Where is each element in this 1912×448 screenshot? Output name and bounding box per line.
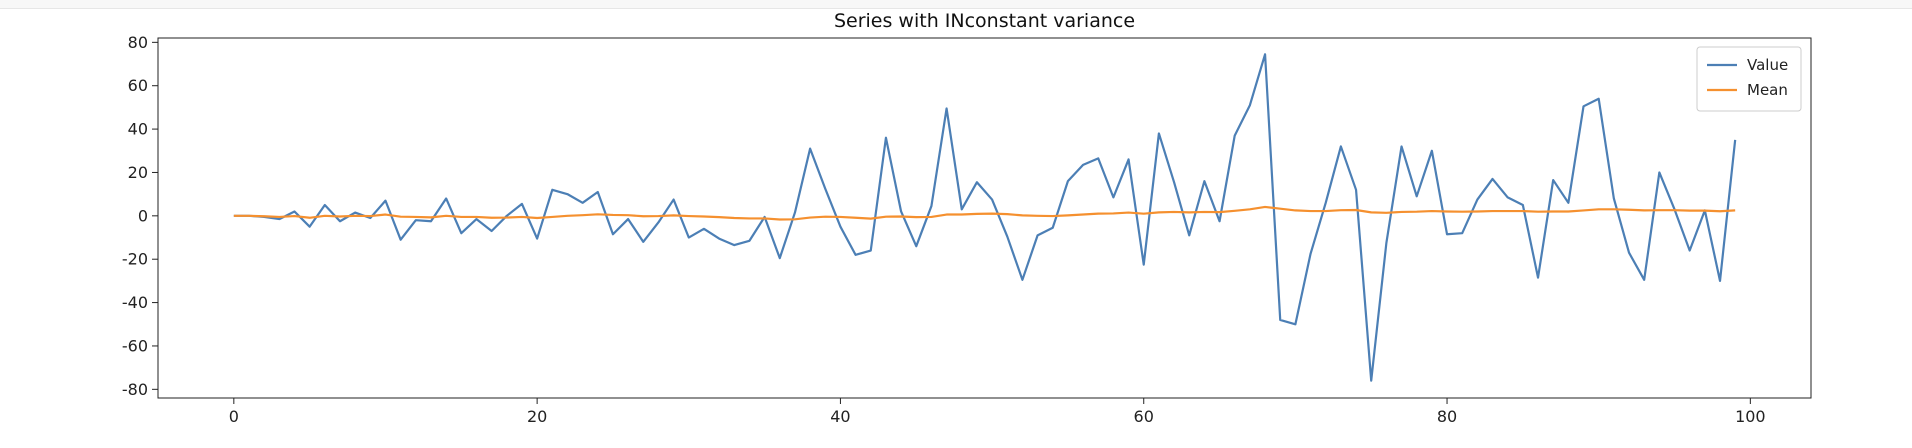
y-tick-label: 20	[128, 163, 148, 182]
y-tick-label: 60	[128, 76, 148, 95]
x-tick-label: 100	[1735, 407, 1766, 426]
plot-lines	[233, 53, 1737, 382]
plot-frame	[157, 37, 1812, 399]
y-axis: -80 -60 -40 -20 0 20 40 60 80	[122, 33, 158, 399]
y-tick-label: 0	[138, 206, 148, 225]
x-tick-label: 0	[229, 407, 239, 426]
x-tick-label: 20	[527, 407, 547, 426]
x-tick-label: 60	[1134, 407, 1154, 426]
legend: Value Mean	[1696, 46, 1802, 112]
legend-box	[1696, 46, 1802, 112]
legend-label-mean: Mean	[1747, 81, 1788, 99]
y-tick-label: -80	[122, 380, 148, 399]
y-tick-label: -60	[122, 336, 148, 355]
y-tick-label: -20	[122, 250, 148, 269]
series-line-mean	[233, 205, 1736, 221]
legend-label-value: Value	[1747, 56, 1788, 74]
top-bar	[0, 0, 1912, 9]
y-tick-label: -40	[122, 293, 148, 312]
y-tick-label: 40	[128, 120, 148, 139]
series-line-value	[233, 53, 1737, 382]
x-axis: 0 20 40 60 80 100	[229, 398, 1766, 426]
y-tick-label: 80	[128, 33, 148, 52]
x-tick-label: 80	[1437, 407, 1457, 426]
chart-title: Series with INconstant variance	[834, 10, 1135, 32]
x-tick-label: 40	[830, 407, 850, 426]
